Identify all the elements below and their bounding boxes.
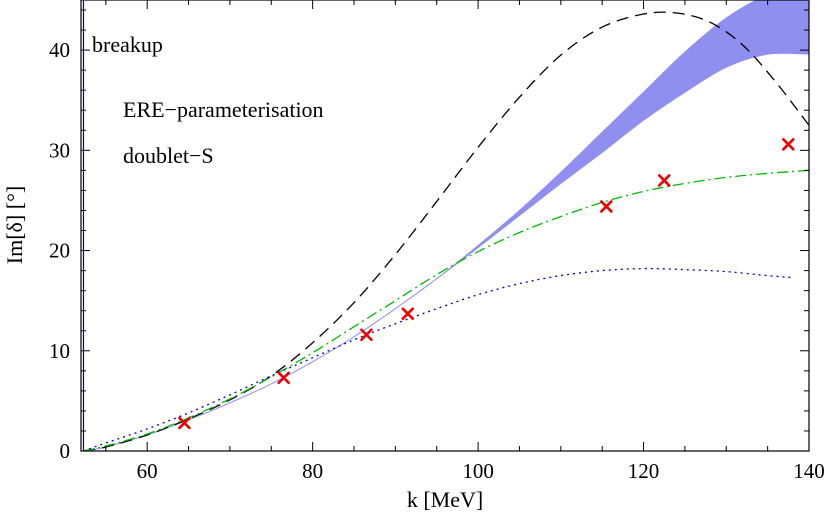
x-tick-label: 60	[137, 459, 158, 483]
y-tick-label: 20	[49, 239, 70, 263]
data-point	[782, 138, 795, 151]
annotation-ere-parameterisation: ERE−parameterisation	[123, 97, 324, 122]
series-band	[83, 0, 809, 451]
plot-frame	[80, 0, 810, 452]
y-tick-label: 30	[49, 138, 70, 162]
y-tick-label: 10	[49, 339, 70, 363]
data-point	[277, 371, 290, 385]
data-point	[600, 200, 613, 213]
x-tick-label: 80	[302, 459, 323, 483]
x-axis-label: k [MeV]	[407, 487, 483, 512]
series-dash-dot	[83, 169, 809, 451]
y-axis-label: Im[δ] [°]	[2, 186, 27, 264]
data-point	[360, 328, 373, 342]
series-dotted	[83, 267, 793, 451]
annotation-breakup: breakup	[92, 32, 163, 57]
data-point	[401, 307, 415, 320]
annotation-doublet-s: doublet−S	[123, 143, 214, 168]
x-tick-label: 120	[628, 459, 660, 483]
data-point	[657, 174, 671, 187]
x-tick-label: 140	[793, 459, 825, 483]
series-dashed	[83, 11, 809, 451]
y-tick-label: 0	[60, 439, 71, 463]
data-point	[178, 416, 191, 430]
y-tick-label: 40	[49, 38, 70, 62]
x-tick-label: 100	[462, 459, 494, 483]
